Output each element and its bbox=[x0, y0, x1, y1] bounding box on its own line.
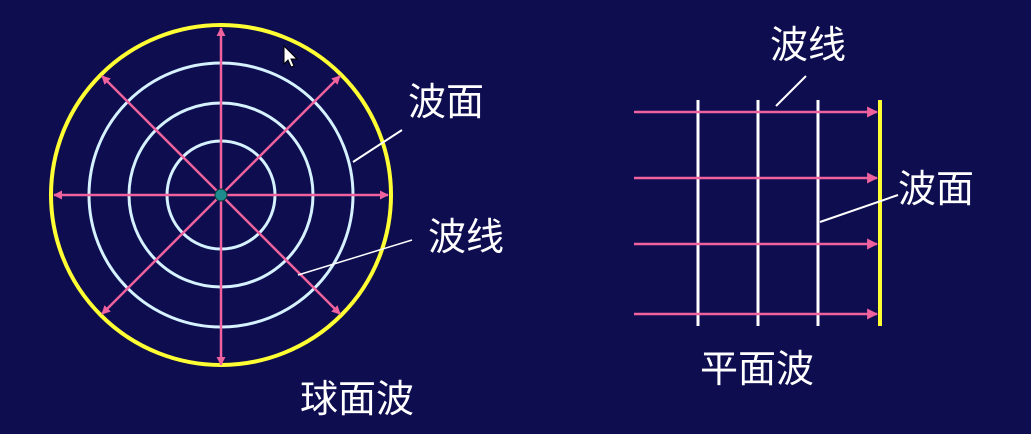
ray-up-right bbox=[220, 75, 341, 196]
plane-wave-figure: 波线 波面 平面波 bbox=[634, 23, 974, 391]
spherical-rays bbox=[53, 27, 389, 366]
plane-ray-label: 波线 bbox=[770, 23, 846, 67]
ray-up-left bbox=[101, 75, 222, 196]
ray-down-right bbox=[220, 194, 341, 315]
wavefront-leader-line bbox=[352, 129, 403, 163]
spherical-ray-label: 波线 bbox=[428, 215, 504, 259]
plane-ray-leader-line bbox=[775, 75, 807, 107]
mouse-cursor-icon bbox=[283, 44, 299, 68]
spherical-wave-caption: 球面波 bbox=[300, 377, 414, 421]
spherical-wave-figure: 波面 波线 球面波 bbox=[49, 23, 504, 421]
ray-leader-line bbox=[297, 239, 413, 276]
ray-down-left bbox=[101, 194, 222, 315]
spherical-wavefront-label: 波面 bbox=[408, 80, 484, 124]
plane-wavefront-lines bbox=[696, 100, 820, 326]
plane-wavefront-label: 波面 bbox=[898, 167, 974, 211]
plane-wavefront-leader-line bbox=[819, 194, 899, 223]
point-source bbox=[214, 188, 228, 202]
plane-rays bbox=[634, 106, 879, 320]
plane-wave-caption: 平面波 bbox=[700, 347, 814, 391]
